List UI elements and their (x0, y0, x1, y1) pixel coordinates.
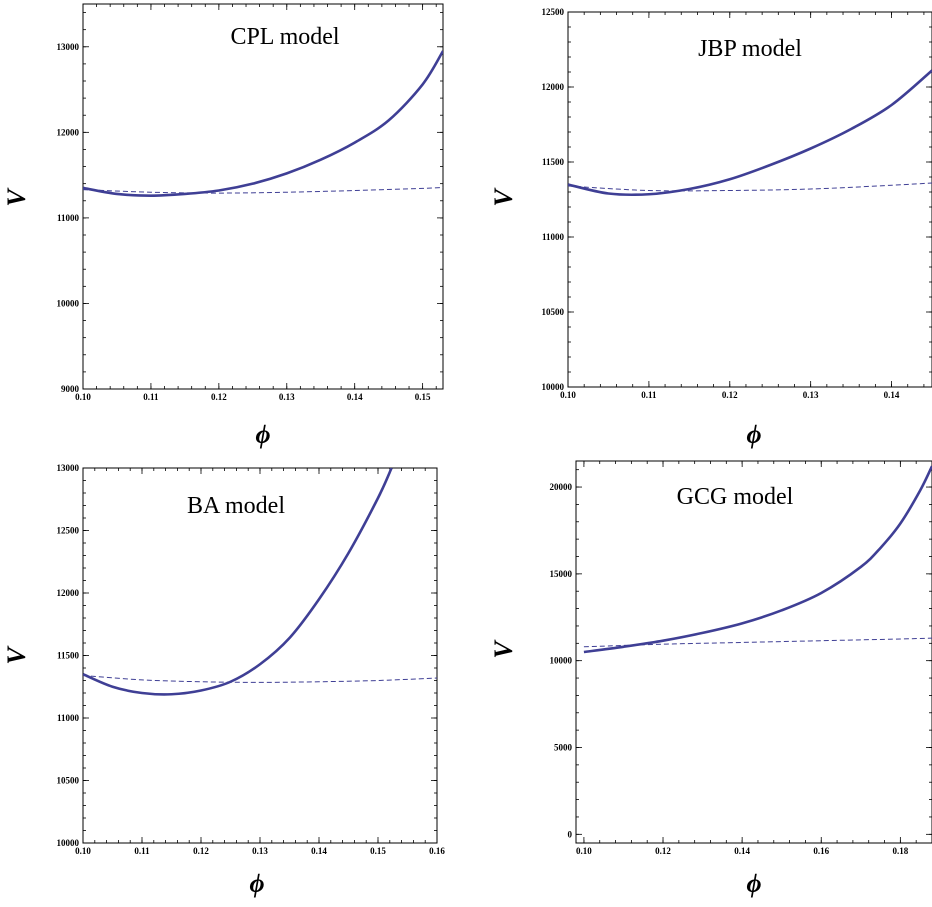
y-tick-label: 12000 (57, 588, 80, 598)
solid-series-line (83, 468, 393, 696)
dashed-series-line (583, 637, 932, 648)
x-tick-label: 0.14 (734, 846, 750, 856)
y-tick-label: 10500 (542, 307, 565, 317)
y-tick-label: 11000 (542, 232, 565, 242)
plot-frame (567, 11, 932, 388)
x-tick-label: 0.13 (252, 846, 268, 856)
x-axis-title: ϕ (746, 420, 761, 449)
panel-ba: BA model V ϕ 0.10 0.11 0.12 0.13 0.14 0.15 0.1… (2, 463, 445, 898)
y-axis-title: V (2, 187, 31, 207)
y-tick-label: 10000 (542, 382, 565, 392)
y-axis-title: V (2, 645, 31, 665)
model-label: GCG model (677, 484, 794, 510)
solid-series-line (583, 465, 932, 654)
panel-cpl: CPL model V ϕ 0.10 0.11 0.12 0.13 0.14 0.15 90… (2, 3, 444, 449)
y-tick-label: 13000 (57, 463, 80, 473)
x-tick-label: 0.14 (347, 392, 363, 402)
y-tick-label: 0 (568, 829, 573, 839)
x-tick-label: 0.11 (134, 846, 150, 856)
x-tick-label: 0.12 (655, 846, 671, 856)
y-tick-label: 11500 (542, 157, 565, 167)
panel-jbp: JBP model V ϕ 0.10 0.11 0.12 0.13 0.14 10000 1… (489, 7, 932, 449)
x-tick-label: 0.10 (560, 390, 576, 400)
y-tick-label: 15000 (550, 569, 573, 579)
x-tick-label: 0.11 (143, 392, 159, 402)
y-tick-label: 11000 (57, 213, 80, 223)
x-tick-label: 0.15 (415, 392, 431, 402)
y-axis-title: V (489, 187, 518, 207)
plot-frame (82, 3, 444, 390)
y-tick-label: 20000 (550, 482, 573, 492)
x-tick-label: 0.15 (370, 846, 386, 856)
y-axis-title: V (489, 639, 518, 659)
y-tick-label: 13000 (57, 42, 80, 52)
x-tick-label: 0.14 (311, 846, 327, 856)
y-tick-label: 12500 (57, 526, 80, 536)
y-tick-label: 12500 (542, 7, 565, 17)
y-tick-label: 10000 (57, 838, 80, 848)
x-tick-label: 0.16 (813, 846, 829, 856)
solid-series-line (568, 69, 932, 197)
y-tick-label: 10500 (57, 776, 80, 786)
x-tick-label: 0.16 (429, 846, 445, 856)
dashed-series-line (83, 187, 443, 194)
x-tick-label: 0.12 (211, 392, 227, 402)
y-tick-label: 11500 (57, 651, 80, 661)
x-axis-title: ϕ (255, 420, 270, 449)
y-tick-label: 12000 (542, 82, 565, 92)
x-tick-label: 0.13 (803, 390, 819, 400)
model-label: CPL model (230, 24, 339, 50)
dashed-series-line (568, 182, 932, 192)
x-tick-label: 0.10 (75, 846, 91, 856)
y-tick-label: 5000 (554, 743, 573, 753)
panel-gcg: GCG model V ϕ 0.10 0.12 0.14 0.16 0.18 0 5000 1… (489, 460, 932, 898)
x-axis-title: ϕ (249, 869, 264, 898)
x-tick-label: 0.11 (641, 390, 657, 400)
solid-series-line (83, 50, 443, 197)
y-tick-label: 10000 (550, 656, 573, 666)
dashed-series-line (83, 675, 437, 683)
x-tick-label: 0.12 (193, 846, 209, 856)
model-label: JBP model (698, 36, 802, 62)
y-tick-label: 9000 (61, 384, 80, 394)
y-tick-label: 10000 (57, 298, 80, 308)
x-axis-title: ϕ (746, 869, 761, 898)
plot-frame (82, 467, 438, 844)
plot-frame (575, 460, 932, 844)
x-tick-label: 0.13 (279, 392, 295, 402)
x-tick-label: 0.10 (75, 392, 91, 402)
y-tick-label: 11000 (57, 713, 80, 723)
x-tick-label: 0.14 (884, 390, 900, 400)
x-tick-label: 0.10 (576, 846, 592, 856)
y-tick-label: 12000 (57, 127, 80, 137)
x-tick-label: 0.18 (892, 846, 908, 856)
model-label: BA model (187, 493, 285, 519)
x-tick-label: 0.12 (722, 390, 738, 400)
